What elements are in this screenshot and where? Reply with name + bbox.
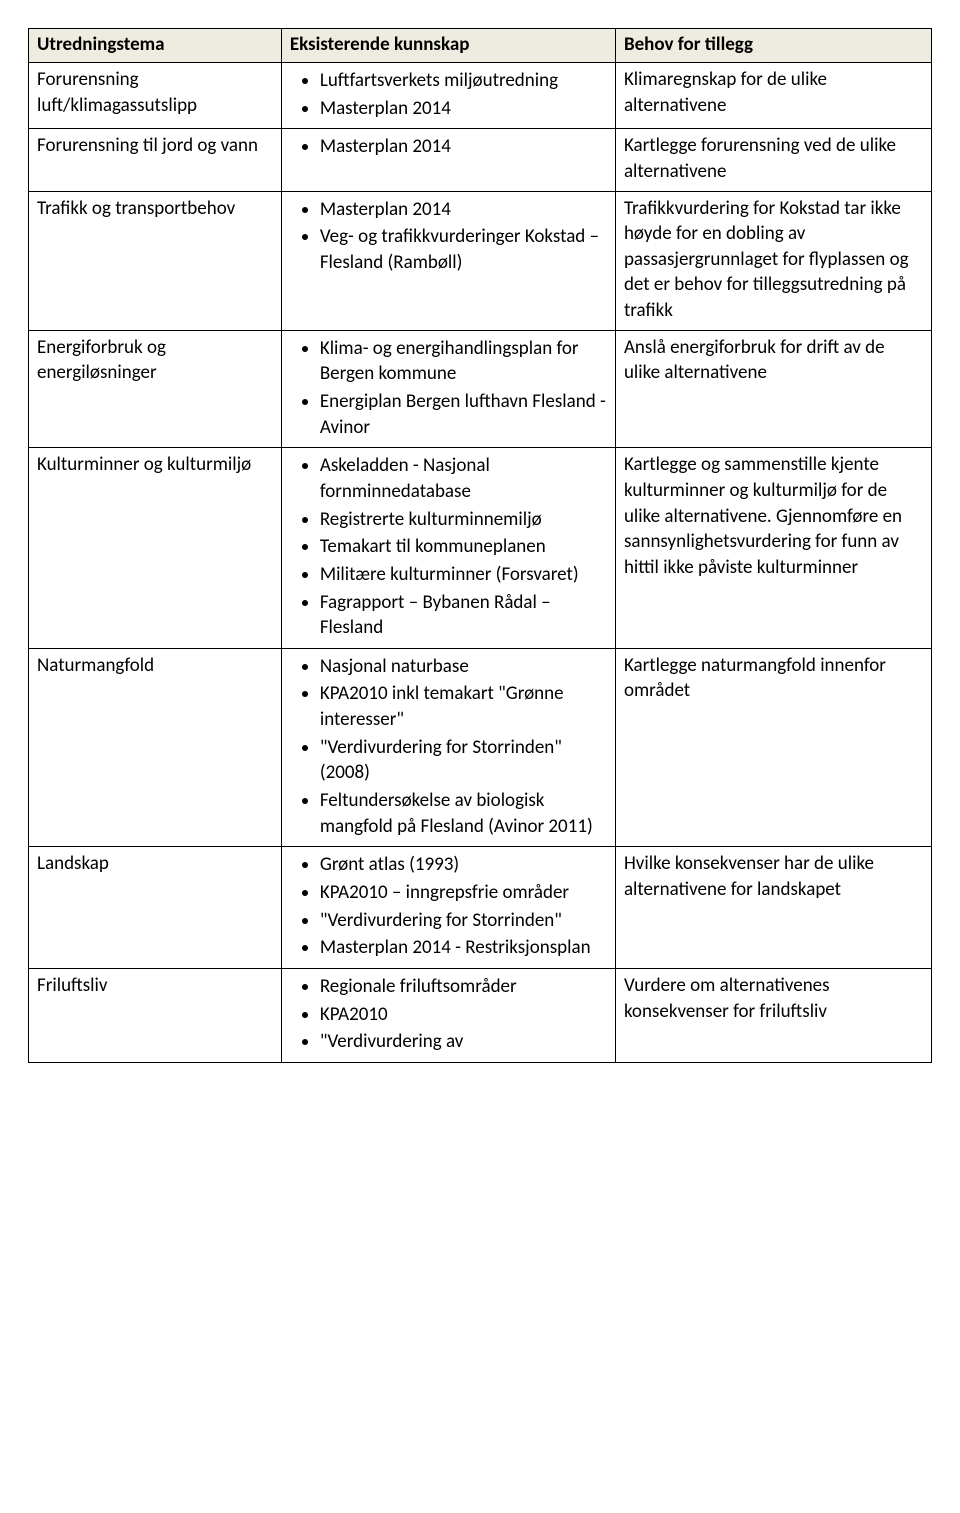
cell-tema: Kulturminner og kulturmiljø [29,448,282,648]
behov-text: Trafikkvurdering for Kokstad tar ikke hø… [624,197,909,323]
list-item: Registrerte kulturminnemiljø [320,506,607,534]
kunnskap-list: Grønt atlas (1993)KPA2010 – inngrepsfrie… [290,851,607,962]
cell-kunnskap: Nasjonal naturbaseKPA2010 inkl temakart … [281,648,615,846]
cell-tema: Friluftsliv [29,968,282,1062]
list-item: Askeladden - Nasjonal fornminnedatabase [320,452,607,505]
cell-behov: Klimaregnskap for de ulike alternativene [615,63,931,129]
table-row: Energiforbruk og energiløsninger Klima- o… [29,330,932,448]
tema-text: Naturmangfold [37,654,154,677]
behov-text: Hvilke konsekvenser har de ulike alterna… [624,852,874,901]
list-item: Masterplan 2014 [320,133,607,161]
tema-text: Kulturminner og kulturmiljø [37,453,251,476]
cell-behov: Vurdere om alternativenes konsekvenser f… [615,968,931,1062]
cell-behov: Kartlegge forurensning ved de ulike alte… [615,129,931,191]
header-kunnskap: Eksisterende kunnskap [281,29,615,63]
cell-tema: Trafikk og transportbehov [29,191,282,330]
list-item: Fagrapport – Bybanen Rådal – Flesland [320,589,607,642]
cell-kunnskap: Grønt atlas (1993)KPA2010 – inngrepsfrie… [281,847,615,969]
table-row: Forurensning luft/klimagassutslipp Luftfa… [29,63,932,129]
table-row: Kulturminner og kulturmiljø Askeladden - … [29,448,932,648]
tema-text: Landskap [37,852,109,875]
cell-behov: Kartlegge og sammenstille kjente kulturm… [615,448,931,648]
kunnskap-list: Regionale friluftsområderKPA2010"Verdivu… [290,973,607,1056]
kunnskap-list: Askeladden - Nasjonal fornminnedatabase … [290,452,607,641]
behov-text: Kartlegge naturmangfold innenfor området [624,654,886,703]
kunnskap-list: Masterplan 2014 [290,133,607,161]
list-item: "Verdivurdering av [320,1028,607,1056]
cell-kunnskap: Luftfartsverkets miljøutredningMasterpla… [281,63,615,129]
list-item: Militære kulturminner (Forsvaret) [320,561,607,589]
list-item: "Verdivurdering for Storrinden" (2008) [320,734,607,787]
cell-tema: Naturmangfold [29,648,282,846]
list-item: Feltundersøkelse av biologisk mangfold p… [320,787,607,840]
cell-tema: Forurensning til jord og vann [29,129,282,191]
behov-text: Anslå energiforbruk for drift av de ulik… [624,336,885,385]
kunnskap-list: Masterplan 2014Veg- og trafikkvurderinge… [290,196,607,277]
cell-tema: Landskap [29,847,282,969]
table-row: Trafikk og transportbehov Masterplan 2014… [29,191,932,330]
list-item: Masterplan 2014 [320,196,607,224]
list-item: Luftfartsverkets miljøutredning [320,67,607,95]
list-item: Grønt atlas (1993) [320,851,607,879]
tema-text: Forurensning luft/klimagassutslipp [37,68,197,117]
list-item: Klima- og energihandlingsplan for Bergen… [320,335,607,388]
cell-kunnskap: Klima- og energihandlingsplan for Bergen… [281,330,615,448]
list-item: Masterplan 2014 [320,95,607,123]
cell-kunnskap: Masterplan 2014Veg- og trafikkvurderinge… [281,191,615,330]
header-behov: Behov for tillegg [615,29,931,63]
tema-text: Friluftsliv [37,974,108,997]
header-tema: Utredningstema [29,29,282,63]
list-item: KPA2010 [320,1001,607,1029]
table-row: Forurensning til jord og vann Masterplan … [29,129,932,191]
tema-text: Trafikk og transportbehov [37,197,235,220]
cell-kunnskap: Askeladden - Nasjonal fornminnedatabase … [281,448,615,648]
table-row: Naturmangfold Nasjonal naturbaseKPA2010 i… [29,648,932,846]
list-item: KPA2010 inkl temakart "Grønne interesser… [320,680,607,733]
list-item: Nasjonal naturbase [320,653,607,681]
behov-text: Klimaregnskap for de ulike alternativene [624,68,827,117]
list-item: Masterplan 2014 - Restriksjonsplan [320,934,607,962]
tema-text: Forurensning til jord og vann [37,134,258,157]
kunnskap-list: Luftfartsverkets miljøutredningMasterpla… [290,67,607,122]
kunnskap-list: Nasjonal naturbaseKPA2010 inkl temakart … [290,653,607,840]
list-item: "Verdivurdering for Storrinden" [320,907,607,935]
table-row: Landskap Grønt atlas (1993)KPA2010 – inng… [29,847,932,969]
behov-text: Kartlegge forurensning ved de ulike alte… [624,134,896,183]
list-item: Energiplan Bergen lufthavn Flesland - Av… [320,388,607,441]
kunnskap-list: Klima- og energihandlingsplan for Bergen… [290,335,607,442]
cell-kunnskap: Masterplan 2014 [281,129,615,191]
tema-text: Energiforbruk og energiløsninger [37,336,166,385]
cell-behov: Kartlegge naturmangfold innenfor området [615,648,931,846]
list-item: Veg- og trafikkvurderinger Kokstad – Fle… [320,223,607,276]
table-row: Friluftsliv Regionale friluftsområderKPA2… [29,968,932,1062]
cell-kunnskap: Regionale friluftsområderKPA2010"Verdivu… [281,968,615,1062]
behov-text: Kartlegge og sammenstille kjente kulturm… [624,453,902,579]
cell-tema: Forurensning luft/klimagassutslipp [29,63,282,129]
cell-behov: Hvilke konsekvenser har de ulike alterna… [615,847,931,969]
list-item: Regionale friluftsområder [320,973,607,1001]
cell-tema: Energiforbruk og energiløsninger [29,330,282,448]
utredningstema-table: Utredningstema Eksisterende kunnskap Beh… [28,28,932,1063]
list-item: KPA2010 – inngrepsfrie områder [320,879,607,907]
table-header-row: Utredningstema Eksisterende kunnskap Beh… [29,29,932,63]
list-item: Temakart til kommuneplanen [320,533,607,561]
cell-behov: Anslå energiforbruk for drift av de ulik… [615,330,931,448]
behov-text: Vurdere om alternativenes konsekvenser f… [624,974,830,1023]
cell-behov: Trafikkvurdering for Kokstad tar ikke hø… [615,191,931,330]
